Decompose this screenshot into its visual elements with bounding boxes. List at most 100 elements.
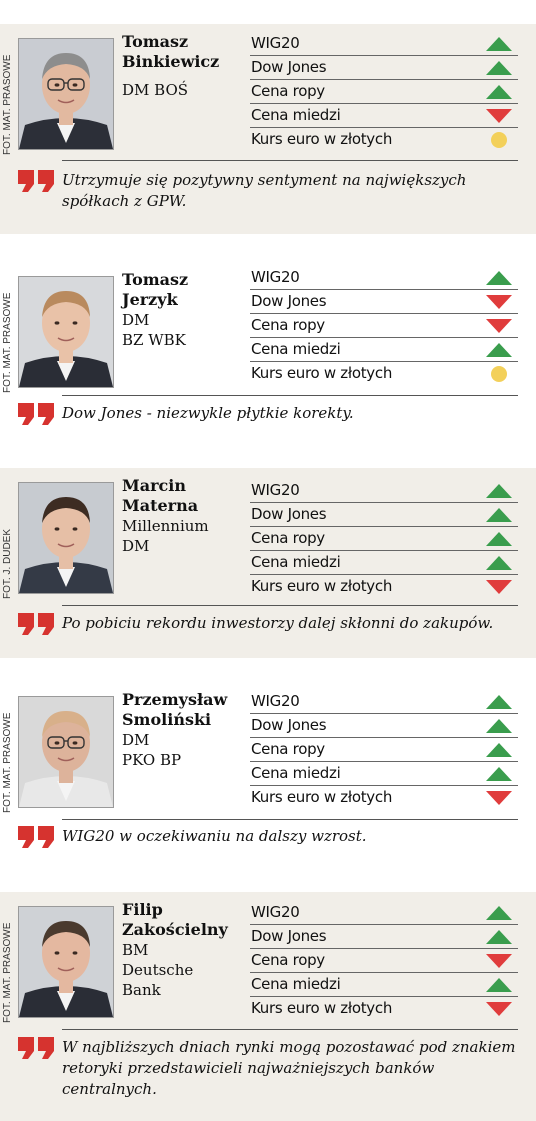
trend-up-icon [486, 695, 512, 709]
market-label: WIG20 [251, 481, 300, 499]
market-forecast-list: WIG20 Dow Jones Cena ropy Cena miedzi Kurs e… [250, 32, 518, 151]
institution-line: BZ WBK [122, 331, 186, 349]
trend-up-icon [486, 556, 512, 570]
market-row: Cena miedzi [250, 973, 518, 997]
trend-indicator [486, 580, 512, 594]
market-label: Kurs euro w złotych [251, 577, 393, 595]
market-label: Kurs euro w złotych [251, 999, 393, 1017]
market-row: WIG20 [250, 32, 518, 56]
trend-indicator [486, 508, 512, 522]
market-row: Dow Jones [250, 290, 518, 314]
trend-indicator [486, 695, 512, 709]
analyst-name-line: Filip [122, 900, 163, 919]
trend-indicator [486, 271, 512, 285]
analyst-name-line: Jerzyk [122, 290, 178, 309]
trend-indicator [486, 719, 512, 733]
trend-indicator [486, 85, 512, 99]
trend-indicator [486, 319, 512, 333]
trend-down-icon [486, 954, 512, 968]
market-row: Cena miedzi [250, 104, 518, 128]
market-row: Cena ropy [250, 949, 518, 973]
market-label: Cena miedzi [251, 340, 341, 358]
trend-up-icon [486, 484, 512, 498]
trend-down-icon [486, 109, 512, 123]
market-row: Kurs euro w złotych [250, 362, 518, 385]
market-label: Cena ropy [251, 740, 325, 758]
trend-up-icon [486, 508, 512, 522]
analyst-name-line: Tomasz [122, 270, 189, 289]
trend-down-icon [486, 580, 512, 594]
analyst-card: FOT. MAT. PRASOWE Tomasz Jerzyk DM BZ WBK WIG… [0, 262, 536, 442]
photo-credit: FOT. MAT. PRASOWE [2, 268, 14, 393]
trend-indicator [486, 132, 512, 148]
market-row: Dow Jones [250, 714, 518, 738]
market-row: Kurs euro w złotych [250, 997, 518, 1020]
analyst-quote: W najbliższych dniach rynki mogą pozosta… [62, 1038, 516, 1098]
trend-up-icon [486, 743, 512, 757]
analyst-name-line: Przemysław [122, 690, 228, 709]
photo-credit: FOT. MAT. PRASOWE [2, 898, 14, 1023]
portrait-photo [19, 697, 113, 807]
trend-indicator [486, 954, 512, 968]
photo-credit-text: FOT. MAT. PRASOWE [2, 292, 13, 393]
market-label: Kurs euro w złotych [251, 130, 393, 148]
trend-indicator [486, 743, 512, 757]
analyst-name-line: Marcin [122, 476, 186, 495]
photo-credit-text: FOT. MAT. PRASOWE [2, 54, 13, 155]
institution-line: Millennium [122, 517, 209, 535]
institution-line: BM [122, 941, 149, 959]
analyst-name-line: Zakościelny [122, 920, 228, 939]
analyst-institution: DM BOŚ [122, 80, 242, 100]
trend-down-icon [486, 319, 512, 333]
photo-credit-text: FOT. MAT. PRASOWE [2, 712, 13, 813]
institution-line: DM [122, 311, 150, 329]
trend-up-icon [486, 906, 512, 920]
analyst-quote: Utrzymuje się pozytywny sentyment na naj… [62, 171, 467, 210]
market-label: Kurs euro w złotych [251, 788, 393, 806]
market-row: Kurs euro w złotych [250, 786, 518, 809]
quote-divider [62, 1029, 518, 1030]
market-row: WIG20 [250, 266, 518, 290]
market-label: Cena ropy [251, 951, 325, 969]
trend-down-icon [486, 791, 512, 805]
quote-divider [62, 819, 518, 820]
trend-up-icon [486, 271, 512, 285]
analyst-card: FOT. MAT. PRASOWE Filip Zakościelny BM Deuts… [0, 892, 536, 1121]
quote-marks-icon [18, 613, 58, 635]
market-row: Cena ropy [250, 527, 518, 551]
photo-credit-text: FOT. J. DUDEK [2, 528, 13, 599]
market-row: Cena ropy [250, 738, 518, 762]
market-label: Cena miedzi [251, 553, 341, 571]
trend-down-icon [486, 1002, 512, 1016]
photo-credit-text: FOT. MAT. PRASOWE [2, 922, 13, 1023]
analyst-card: FOT. MAT. PRASOWE Tomasz Binkiewicz DM BOŚ W… [0, 24, 536, 234]
quote-divider [62, 160, 518, 161]
market-row: WIG20 [250, 690, 518, 714]
trend-up-icon [486, 343, 512, 357]
quote-marks-icon [18, 170, 58, 192]
trend-indicator [486, 791, 512, 805]
market-label: Kurs euro w złotych [251, 364, 393, 382]
institution-line: DM [122, 731, 150, 749]
analyst-quote: Dow Jones - niezwykle płytkie korekty. [62, 404, 354, 422]
analyst-name: Przemysław Smoliński [122, 690, 242, 730]
portrait-photo [19, 483, 113, 593]
quote-divider [62, 605, 518, 606]
portrait-photo [19, 907, 113, 1017]
analyst-card: FOT. MAT. PRASOWE Przemysław Smoliński DM PK… [0, 682, 536, 862]
portrait-photo [19, 277, 113, 387]
market-label: Dow Jones [251, 716, 327, 734]
market-label: WIG20 [251, 903, 300, 921]
market-label: Dow Jones [251, 58, 327, 76]
market-row: Dow Jones [250, 56, 518, 80]
institution-line: DM [122, 537, 150, 555]
analyst-institution: Millennium DM [122, 516, 242, 556]
market-row: Cena ropy [250, 314, 518, 338]
market-label: Cena ropy [251, 316, 325, 334]
trend-indicator [486, 109, 512, 123]
trend-indicator [486, 532, 512, 546]
trend-indicator [486, 37, 512, 51]
trend-down-icon [486, 295, 512, 309]
market-label: Cena miedzi [251, 975, 341, 993]
analyst-name: Tomasz Binkiewicz [122, 32, 242, 72]
